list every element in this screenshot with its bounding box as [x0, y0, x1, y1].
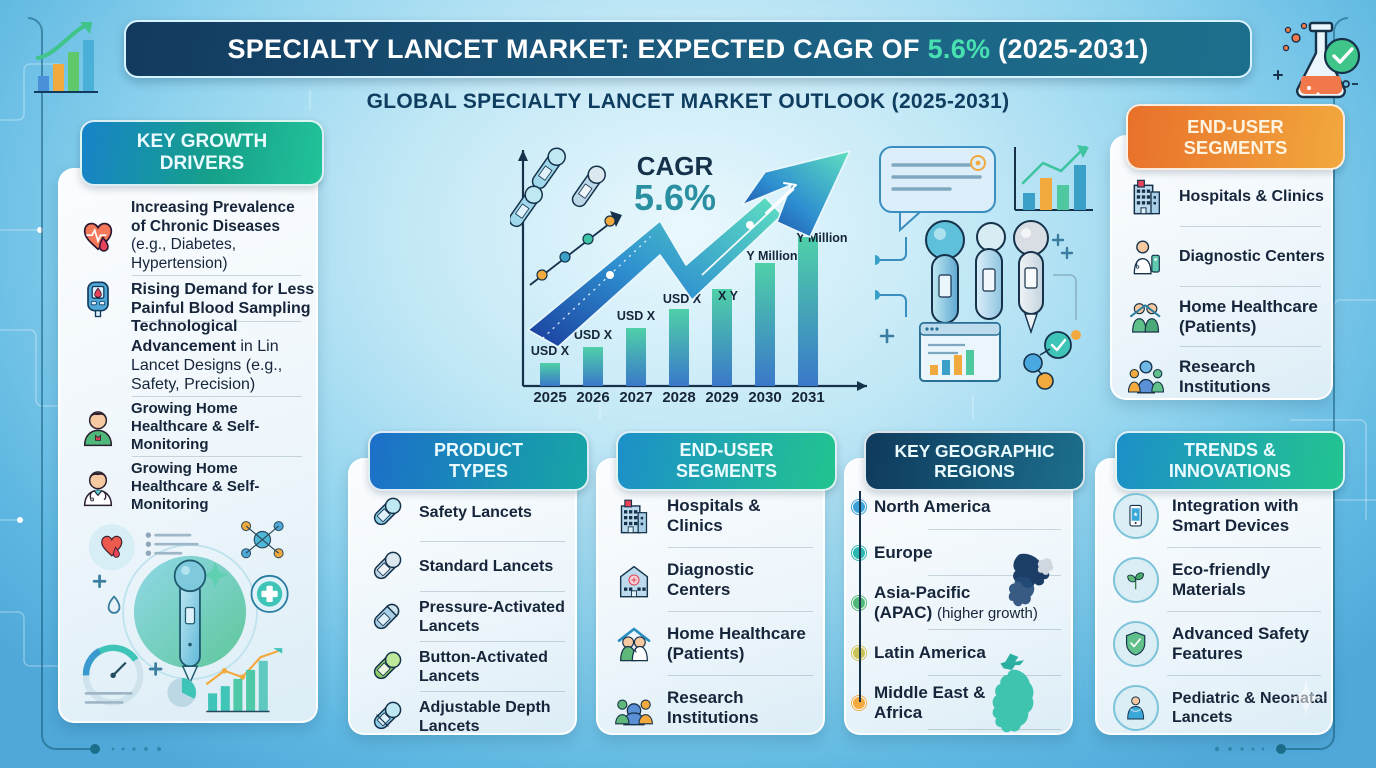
svg-text:2027: 2027 [619, 389, 652, 405]
svg-text:★: ★ [1134, 513, 1139, 519]
svg-text:USD X: USD X [617, 309, 656, 323]
svg-text:2025: 2025 [533, 389, 566, 405]
svg-text:5.6%: 5.6% [634, 177, 716, 218]
svg-text:USD X: USD X [531, 344, 570, 358]
svg-text:USD X: USD X [574, 328, 613, 342]
svg-text:2031: 2031 [791, 389, 824, 405]
svg-text:2028: 2028 [662, 389, 695, 405]
svg-text:2026: 2026 [576, 389, 609, 405]
svg-text:Y Million: Y Million [746, 249, 797, 263]
svg-text:2029: 2029 [705, 389, 738, 405]
svg-text:2030: 2030 [748, 389, 781, 405]
svg-text:X Y: X Y [718, 289, 739, 303]
